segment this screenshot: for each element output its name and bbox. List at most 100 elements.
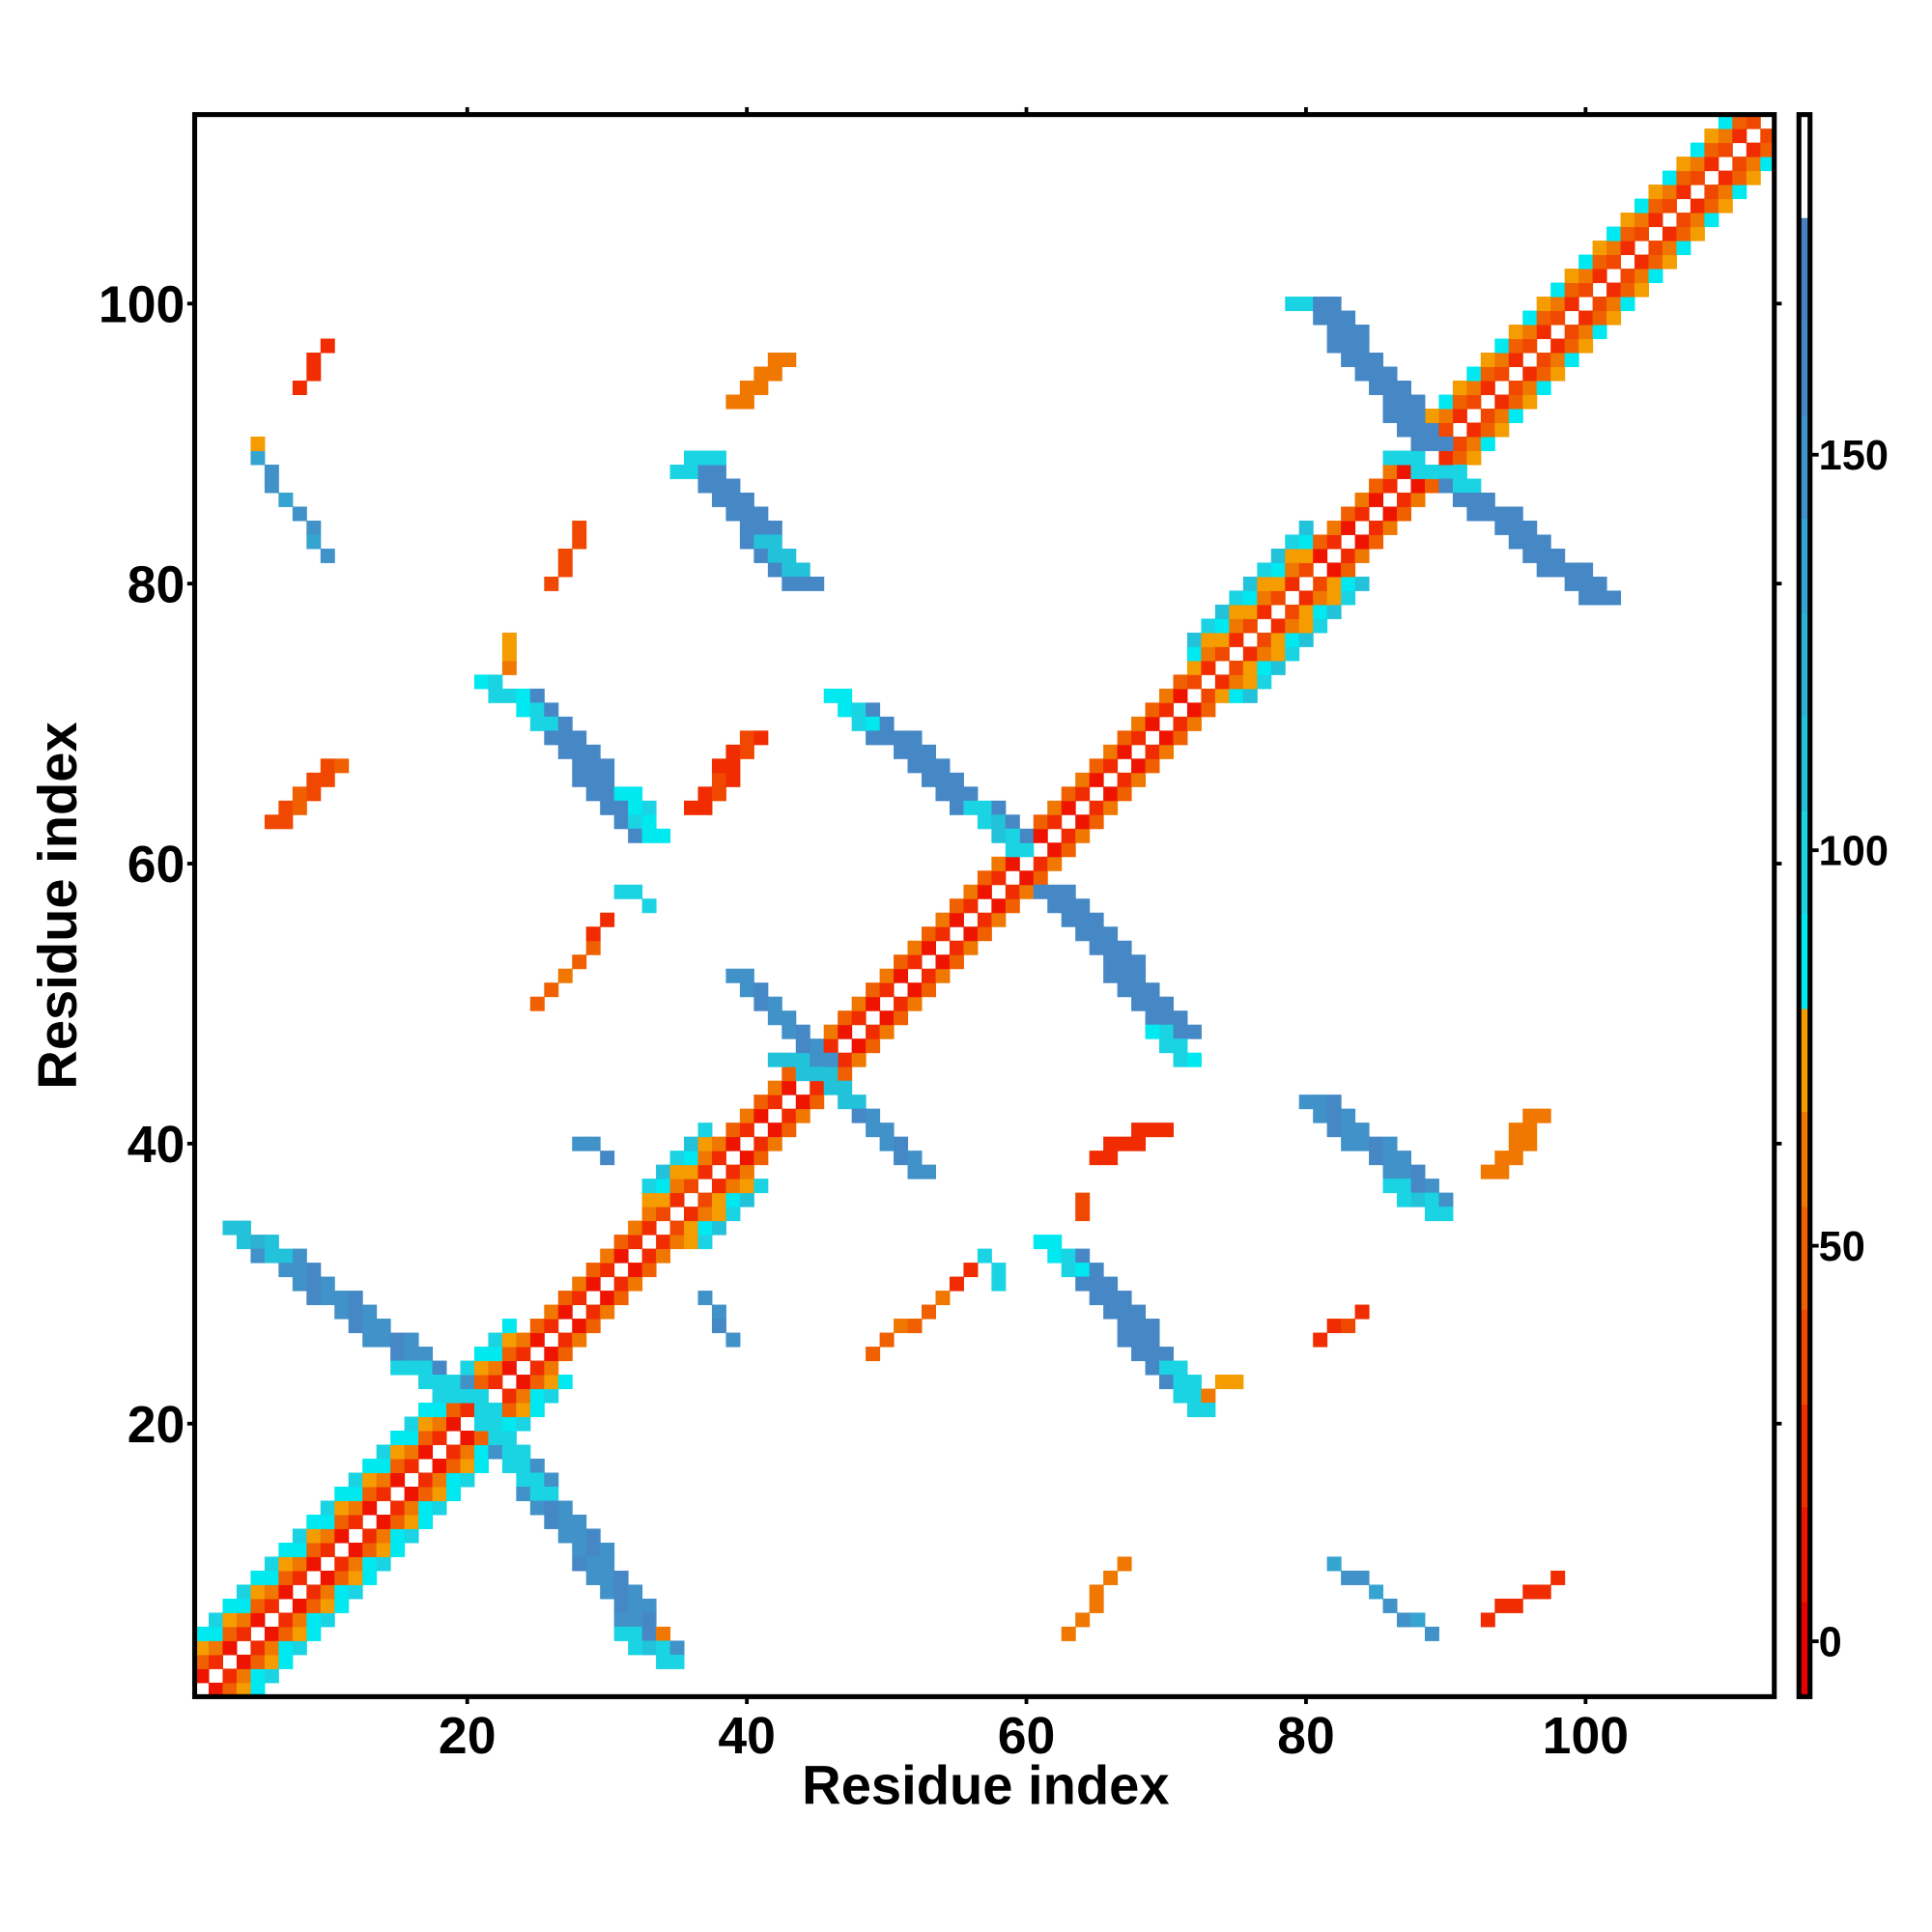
heatmap-cell [473, 1403, 489, 1418]
heatmap-cell [432, 1458, 447, 1473]
heatmap-cell [264, 1668, 279, 1684]
heatmap-cell [823, 1080, 838, 1095]
heatmap-cell [446, 1403, 461, 1418]
heatmap-cell [753, 730, 769, 746]
heatmap-cell [1270, 632, 1286, 647]
heatmap-cell [362, 1458, 378, 1473]
heatmap-cell [1578, 282, 1594, 298]
heatmap-cell [557, 730, 573, 746]
heatmap-cell [977, 870, 992, 886]
heatmap-cell [1270, 618, 1286, 634]
heatmap-cell [1382, 478, 1398, 494]
heatmap-cell [585, 758, 601, 774]
heatmap-cell [572, 772, 587, 787]
heatmap-cell [1005, 842, 1020, 858]
heatmap-cell [418, 1360, 434, 1376]
heatmap-cell [529, 1360, 545, 1376]
heatmap-cell [935, 912, 951, 927]
heatmap-cell [1578, 590, 1594, 606]
heatmap-cell [1536, 297, 1551, 312]
heatmap-cell [1382, 380, 1398, 396]
heatmap-cell [1341, 506, 1356, 522]
heatmap-cell [404, 1416, 419, 1432]
heatmap-cell [1285, 562, 1300, 578]
heatmap-cell [1201, 688, 1216, 703]
heatmap-cell [711, 1220, 726, 1236]
heatmap-cell [1438, 450, 1454, 466]
heatmap-cell [1690, 226, 1705, 242]
heatmap-cell [1159, 1038, 1174, 1054]
heatmap-cell [1508, 380, 1523, 396]
heatmap-cell [879, 1024, 895, 1039]
heatmap-cell [1410, 478, 1426, 494]
heatmap-cell [557, 1347, 573, 1362]
heatmap-cell [697, 786, 713, 802]
heatmap-cell [613, 1626, 629, 1641]
heatmap-cell [628, 814, 643, 830]
heatmap-cell [376, 1542, 391, 1557]
heatmap-cell [1662, 241, 1677, 256]
colorbar-frame [1796, 112, 1813, 1699]
heatmap-cell [767, 366, 782, 382]
heatmap-cell [1508, 1151, 1523, 1166]
heatmap-cell [1732, 114, 1747, 129]
colorbar-band [1799, 414, 1810, 519]
heatmap-cell [684, 800, 698, 815]
heatmap-cell [529, 1458, 545, 1473]
heatmap-cell [1690, 142, 1705, 157]
heatmap-cell [1257, 674, 1272, 690]
heatmap-cell [585, 926, 601, 942]
heatmap-cell [697, 1207, 713, 1222]
heatmap-cell [278, 1556, 294, 1572]
heatmap-cell [767, 1136, 782, 1151]
heatmap-cell [1438, 1207, 1454, 1222]
heatmap-cell [292, 1612, 307, 1628]
heatmap-cell [1201, 632, 1216, 647]
heatmap-cell [1536, 353, 1551, 368]
heatmap-cell [516, 688, 531, 703]
heatmap-cell [250, 1584, 266, 1600]
heatmap-cell [306, 772, 322, 787]
heatmap-cell [1103, 1276, 1119, 1292]
heatmap-cell [404, 1444, 419, 1460]
heatmap-cell [1326, 310, 1342, 326]
heatmap-cell [725, 1332, 741, 1348]
heatmap-cell [1522, 325, 1538, 340]
heatmap-cell [1718, 142, 1733, 157]
heatmap-cell [320, 338, 335, 354]
heatmap-cell [1019, 828, 1035, 843]
heatmap-cell [1159, 1010, 1174, 1026]
heatmap-cell [795, 1094, 810, 1110]
heatmap-cell [194, 1640, 210, 1656]
heatmap-cell [516, 1375, 531, 1390]
heatmap-cell [1341, 353, 1356, 368]
heatmap-cell [1438, 478, 1454, 494]
heatmap-cell [572, 730, 587, 746]
heatmap-cell [851, 702, 867, 718]
heatmap-cell [1522, 1108, 1538, 1123]
heatmap-cell [1452, 492, 1467, 507]
heatmap-cell [250, 1248, 266, 1264]
heatmap-cell [725, 968, 741, 983]
heatmap-cell [1159, 744, 1174, 759]
heatmap-cell [544, 1388, 559, 1404]
heatmap-cell [1466, 492, 1482, 507]
heatmap-cell [460, 1431, 475, 1446]
y-tick-label: 100 [99, 276, 185, 333]
y-tick-label: 40 [128, 1117, 185, 1174]
heatmap-cell [362, 1570, 378, 1585]
heatmap-cell [544, 576, 559, 591]
heatmap-cell [1564, 325, 1579, 340]
heatmap-cell [250, 1570, 266, 1585]
heatmap-cell [334, 1304, 350, 1320]
heatmap-cell [1424, 478, 1439, 494]
heatmap-cell [432, 1431, 447, 1446]
heatmap-cell [1662, 185, 1677, 200]
heatmap-cell [1480, 353, 1495, 368]
heatmap-cell [264, 464, 279, 479]
heatmap-cell [390, 1500, 406, 1516]
heatmap-cell [446, 1444, 461, 1460]
heatmap-cell [725, 506, 741, 522]
heatmap-cell [516, 1416, 531, 1432]
heatmap-cell [1536, 325, 1551, 340]
